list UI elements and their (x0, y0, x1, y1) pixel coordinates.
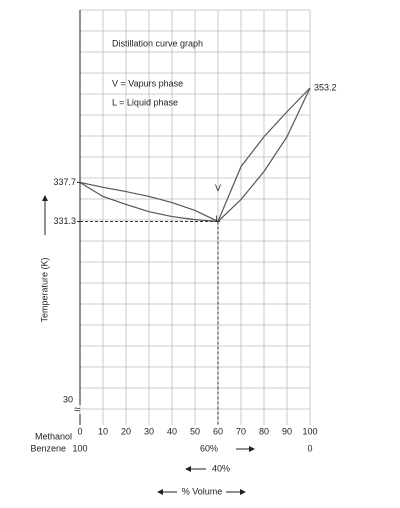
x-tick-label: 50 (190, 426, 200, 436)
x2-name: Benzene (30, 443, 66, 453)
curve-label: V (215, 183, 221, 193)
x2-note: 40% (212, 463, 230, 473)
x-tick-label: 80 (259, 426, 269, 436)
x-tick-label: 100 (302, 426, 317, 436)
curve (79, 87, 311, 223)
x-tick-label: 20 (121, 426, 131, 436)
axis-break: ≈ (74, 404, 80, 416)
x-tick-label: 70 (236, 426, 246, 436)
x-tick-label: 60 (213, 426, 223, 436)
y-tick-label: 337.7 (53, 177, 76, 187)
x2-tick-label: 60% (200, 443, 218, 453)
x-tick-label: 40 (167, 426, 177, 436)
x2-tick-label: 100 (72, 443, 87, 453)
y-tick-label: 331.3 (53, 216, 76, 226)
y-break-label: 30 (63, 394, 73, 404)
x-name: Methanol (35, 431, 72, 441)
note: L = Liquid phase (112, 97, 178, 107)
x-tick-label: 30 (144, 426, 154, 436)
y-axis-label: Temperature (K) (39, 257, 49, 322)
x-axis-label: % Volume (182, 486, 223, 496)
x2-tick-label: 0 (307, 443, 312, 453)
data-label: 353.2 (314, 82, 337, 92)
curve (79, 87, 311, 223)
chart-title: Distillation curve graph (112, 38, 203, 48)
curve-label: L (215, 214, 220, 224)
x-tick-label: 0 (77, 426, 82, 436)
note: V = Vapurs phase (112, 78, 183, 88)
x-tick-label: 10 (98, 426, 108, 436)
x-tick-label: 90 (282, 426, 292, 436)
grid (79, 9, 311, 425)
